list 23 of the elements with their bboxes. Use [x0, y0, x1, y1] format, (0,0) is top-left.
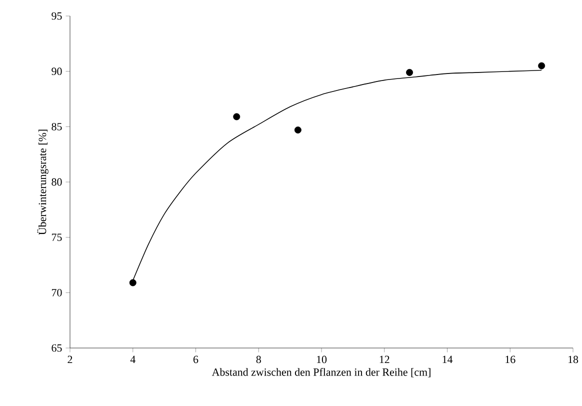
x-tick-label: 14 — [442, 356, 453, 364]
point — [406, 68, 414, 76]
y-tick-label: 90 — [52, 68, 62, 76]
point — [233, 113, 240, 120]
y-tick-label: 75 — [52, 234, 62, 241]
x-tick-label: 8 — [256, 356, 261, 364]
x-tick-label: 4 — [130, 356, 136, 363]
x-tick-label: 6 — [193, 356, 198, 364]
x-tick-label: 10 — [316, 356, 327, 364]
x-tick-label: 16 — [506, 356, 516, 364]
point — [129, 279, 136, 286]
y-tick-label: 85 — [52, 122, 62, 130]
y-tick-label: 95 — [52, 12, 62, 20]
y-tick-label: 80 — [52, 178, 62, 186]
y-axis-title: Überwinterungsrate [%] — [37, 130, 48, 235]
y-tick-label: 70 — [52, 288, 62, 296]
x-tick-label: 12 — [380, 356, 390, 364]
x-tick-label: 2 — [68, 356, 72, 364]
y-tick-label: 65 — [52, 344, 62, 352]
point — [294, 126, 302, 134]
x-axis-title: Abstand zwischen den Pflanzen in der Reihe [cm] — [212, 368, 430, 378]
x-tick-label: 18 — [568, 356, 578, 364]
point — [538, 62, 546, 70]
